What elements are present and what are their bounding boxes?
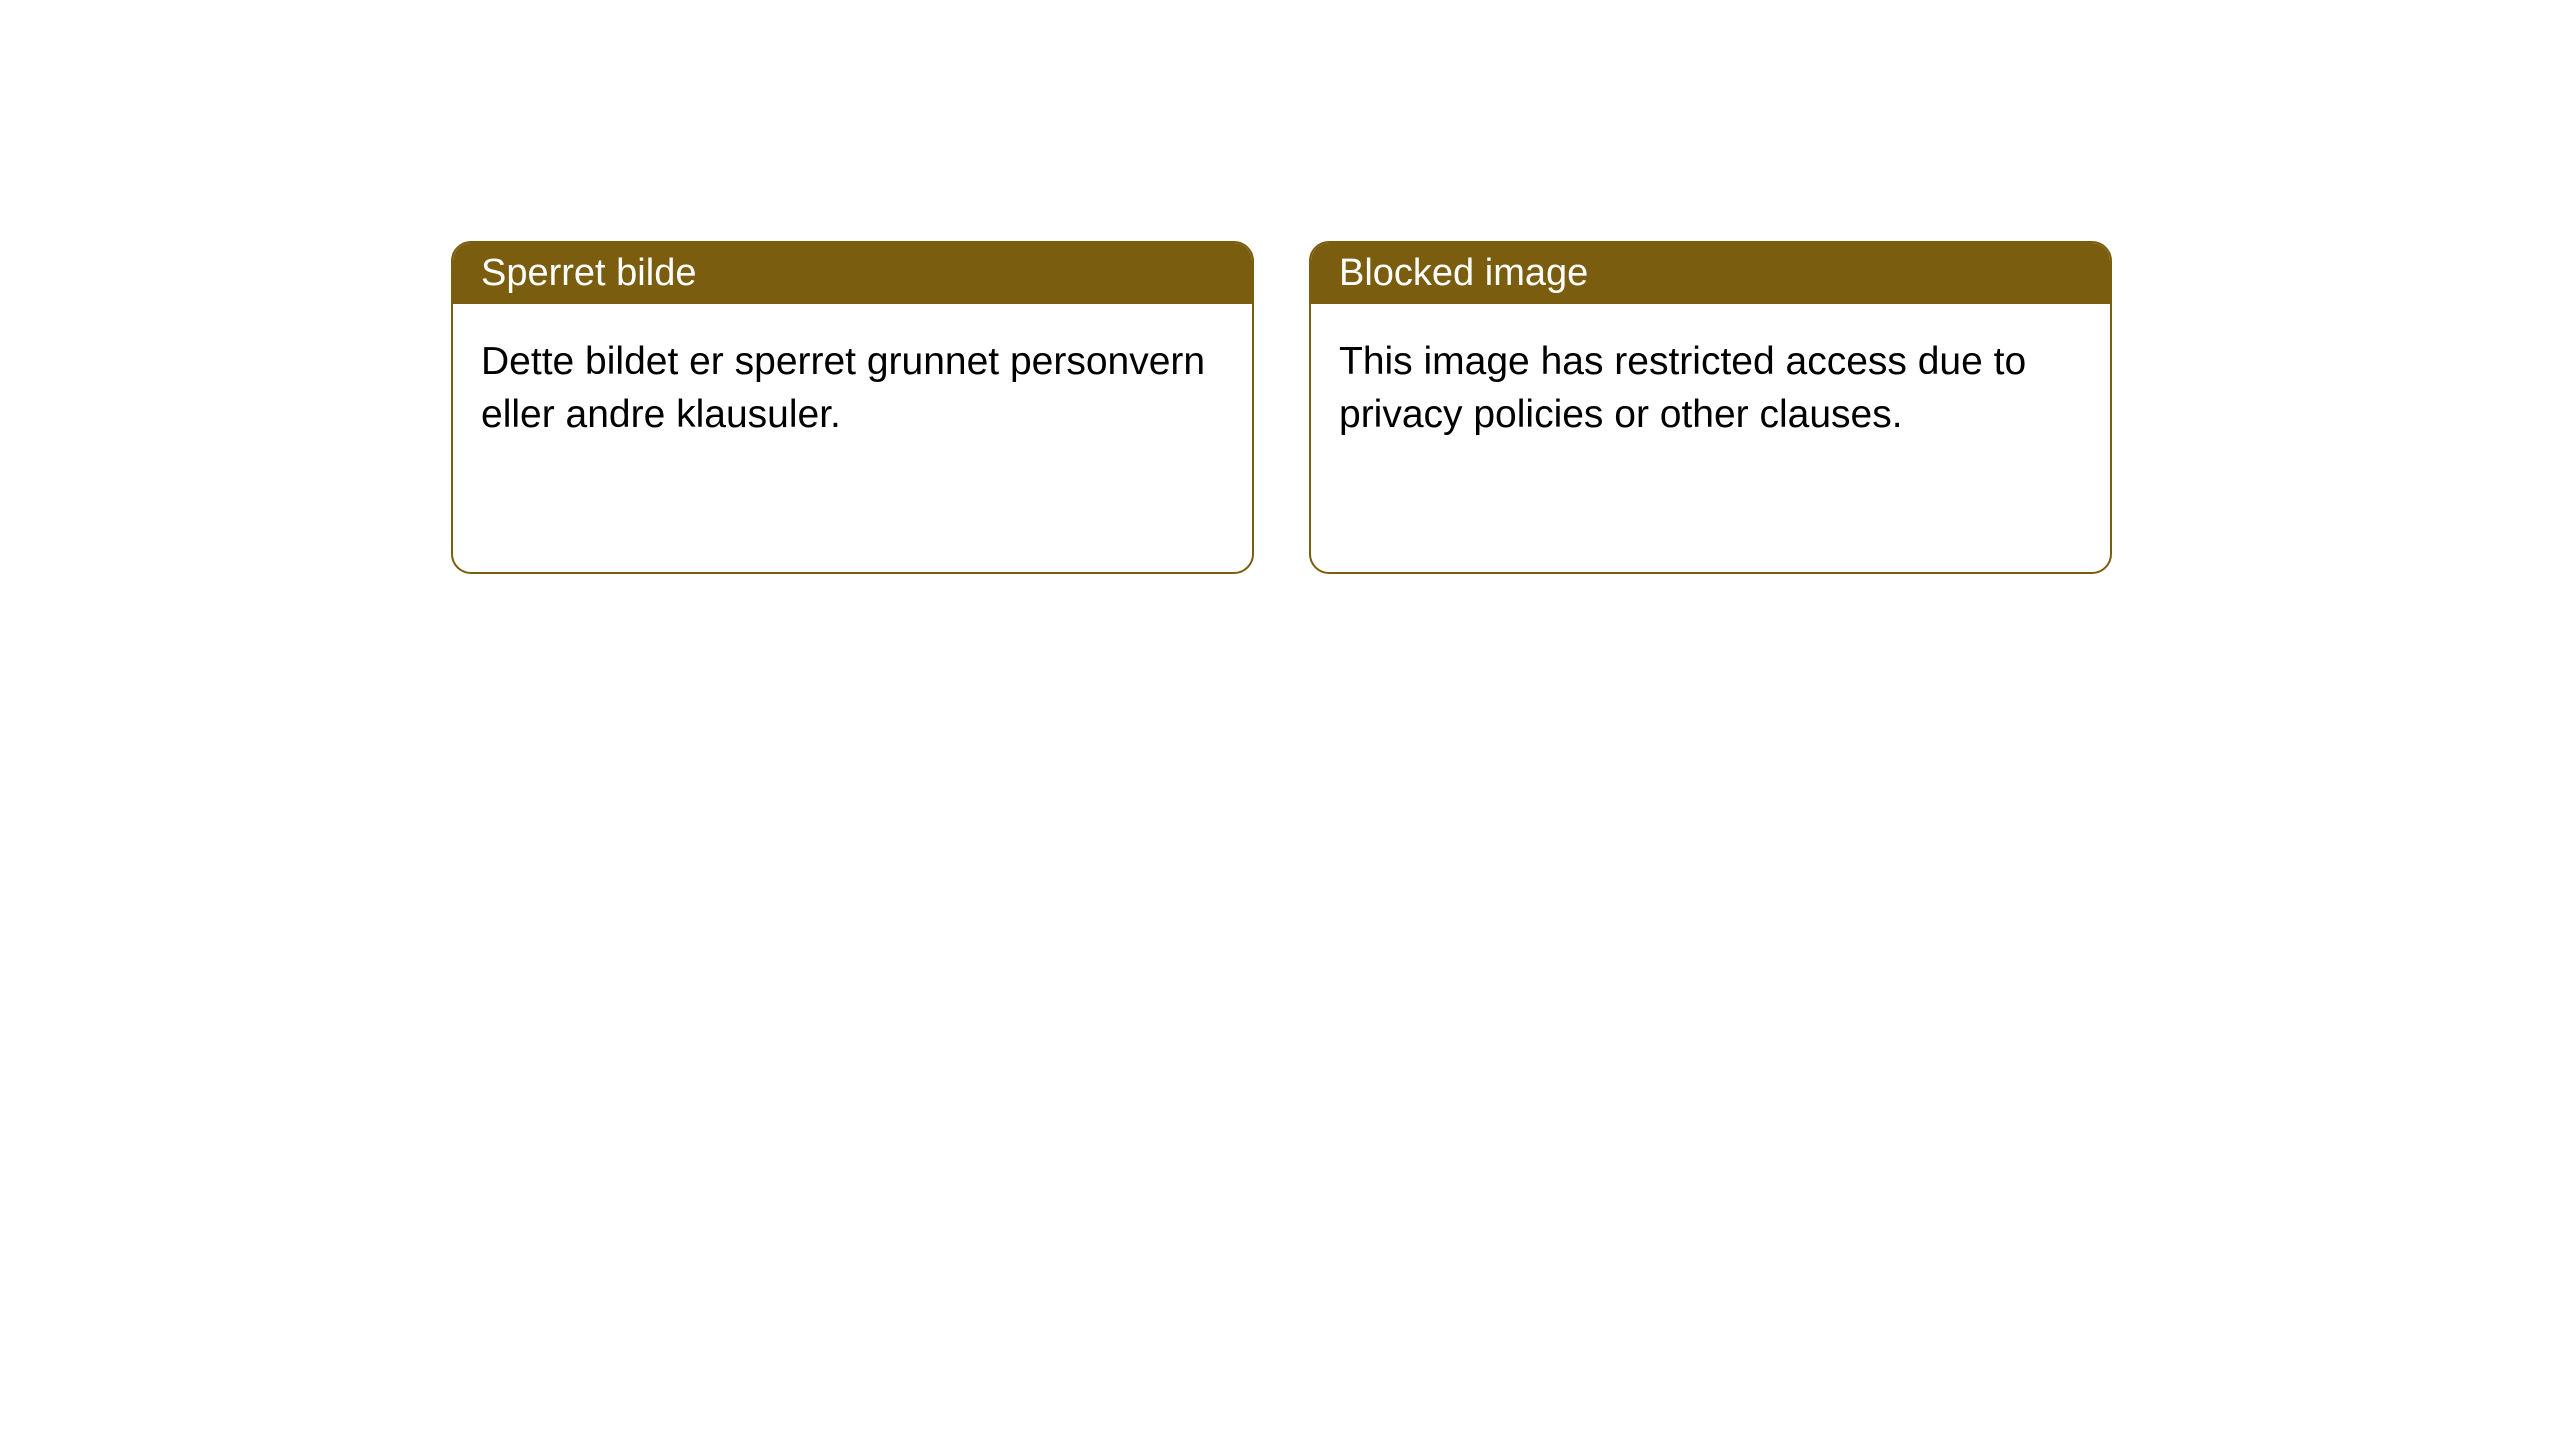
notice-body-text-en: This image has restricted access due to …	[1339, 340, 2026, 436]
notice-body-text-no: Dette bildet er sperret grunnet personve…	[481, 340, 1205, 436]
notice-title-en: Blocked image	[1339, 252, 1588, 294]
notice-title-no: Sperret bilde	[481, 252, 696, 294]
notice-box-no: Sperret bilde Dette bildet er sperret gr…	[451, 241, 1254, 574]
notice-header-en: Blocked image	[1311, 243, 2110, 304]
notice-body-no: Dette bildet er sperret grunnet personve…	[453, 304, 1252, 473]
notice-container: Sperret bilde Dette bildet er sperret gr…	[0, 0, 2560, 574]
notice-box-en: Blocked image This image has restricted …	[1309, 241, 2112, 574]
notice-body-en: This image has restricted access due to …	[1311, 304, 2110, 473]
notice-header-no: Sperret bilde	[453, 243, 1252, 304]
